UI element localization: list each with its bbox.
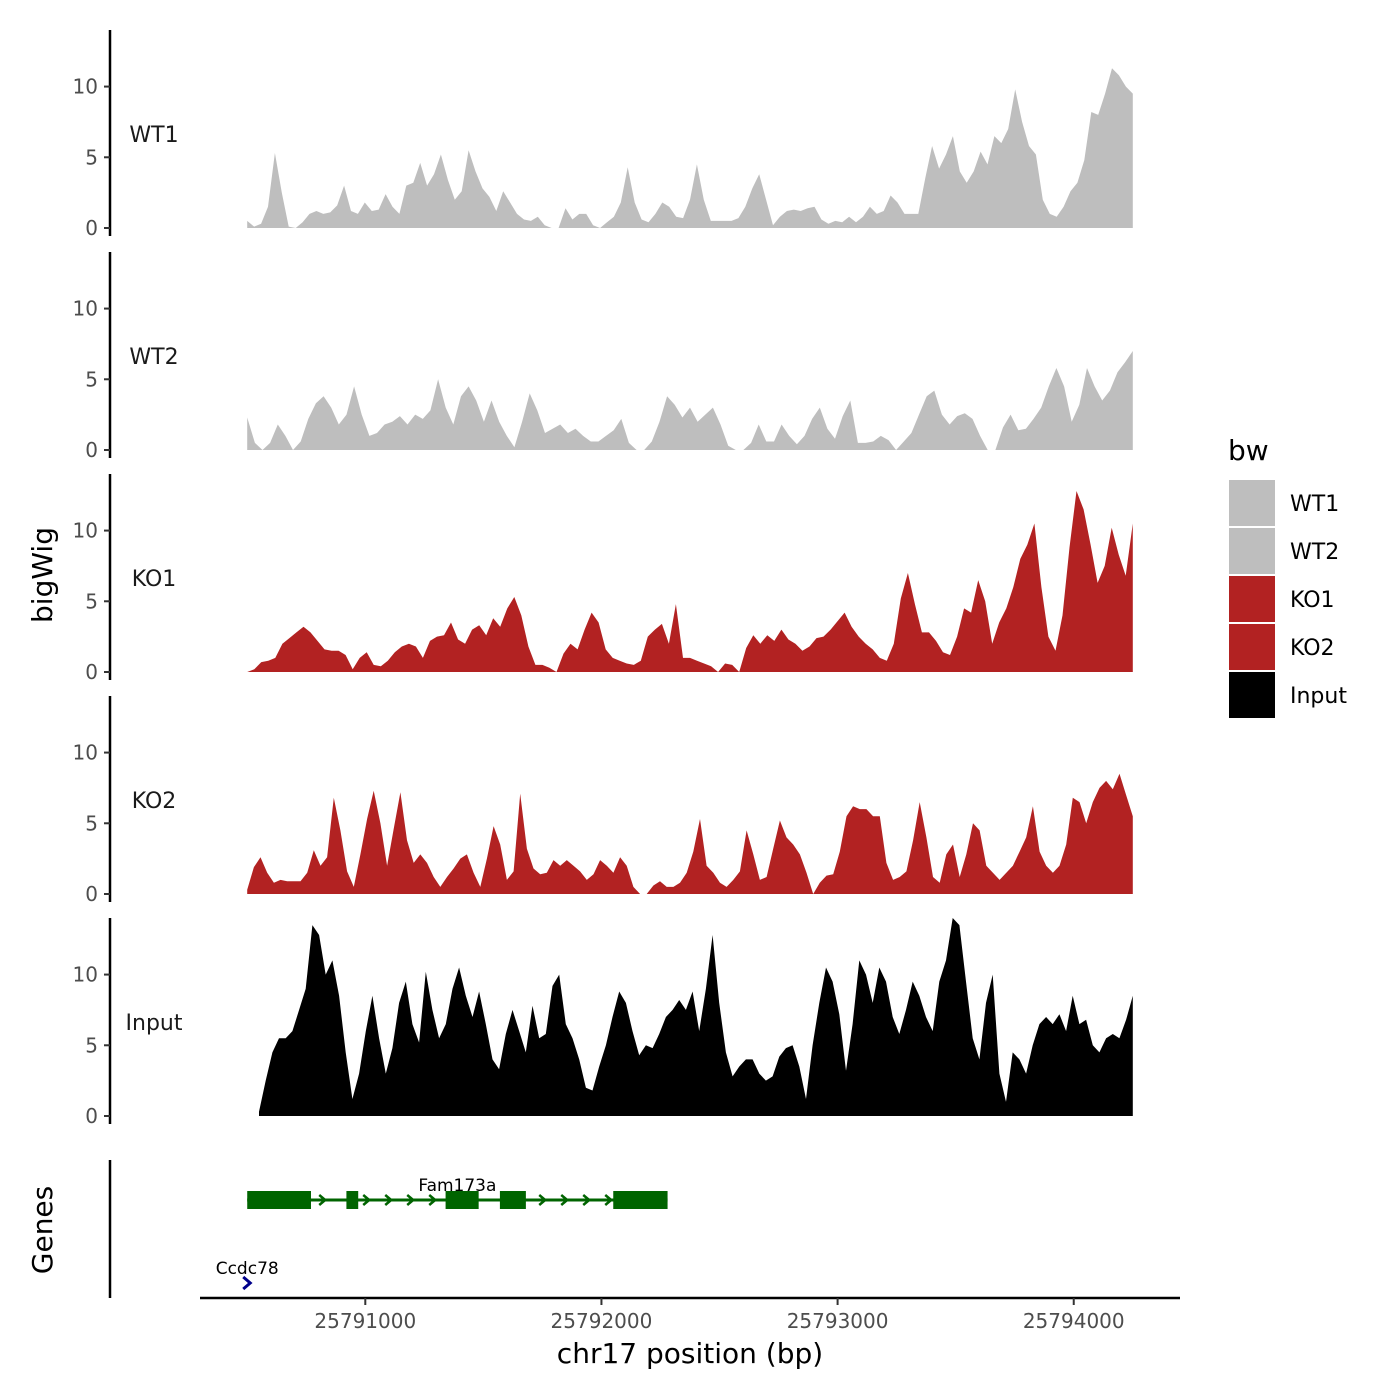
- legend-label-ko2: KO2: [1290, 636, 1335, 661]
- strand-arrow-icon: [538, 1194, 548, 1206]
- area-wt1: [247, 68, 1133, 228]
- y-tick-label: 5: [85, 145, 98, 169]
- x-tick-label: 25794000: [1023, 1309, 1125, 1333]
- legend-key-input: [1229, 672, 1275, 718]
- track-label-ko2: KO2: [132, 789, 177, 814]
- genes-axis-title: Genes: [26, 1186, 59, 1274]
- y-tick-label: 0: [85, 882, 98, 906]
- legend-label-wt1: WT1: [1290, 492, 1339, 517]
- exon: [499, 1191, 526, 1209]
- genes-panel: Fam173a Ccdc78: [108, 1160, 668, 1298]
- x-axis: 25791000 25792000 25793000 25794000: [200, 1296, 1180, 1333]
- exon: [445, 1191, 479, 1209]
- legend-key-ko1: [1229, 576, 1275, 622]
- y-axis-title: bigWig: [26, 527, 59, 623]
- track-label-ko1: KO1: [132, 567, 177, 592]
- y-tick-label: 0: [85, 660, 98, 684]
- y-tick-label: 10: [73, 741, 98, 765]
- y-tick-label: 10: [73, 963, 98, 987]
- gene-label-ccdc78: Ccdc78: [216, 1259, 279, 1279]
- y-tick-label: 5: [85, 1033, 98, 1057]
- x-tick-label: 25791000: [314, 1309, 416, 1333]
- area-ko1: [247, 491, 1133, 672]
- exon: [346, 1191, 359, 1209]
- legend-key-wt2: [1229, 528, 1275, 574]
- legend-label-wt2: WT2: [1290, 540, 1339, 565]
- track-label-input: Input: [126, 1011, 183, 1036]
- y-axes: WT1 0 5 10 WT2 0 5 10 KO1 0 5 10 KO2 0 5 10 Input 0 5 10: [73, 30, 183, 1128]
- x-tick-label: 25793000: [787, 1309, 889, 1333]
- gene-label-fam173a: Fam173a: [418, 1176, 496, 1196]
- y-tick-label: 5: [85, 811, 98, 835]
- y-tick-label: 0: [85, 438, 98, 462]
- strand-arrow-icon: [560, 1194, 570, 1206]
- track-label-wt2: WT2: [129, 345, 178, 370]
- strand-arrow-icon: [406, 1194, 416, 1206]
- y-tick-label: 0: [85, 216, 98, 240]
- legend-title: bw: [1228, 434, 1269, 467]
- exon: [613, 1191, 668, 1209]
- strand-arrow-icon: [428, 1194, 438, 1206]
- y-tick-label: 10: [73, 519, 98, 543]
- strand-arrow-icon: [362, 1194, 372, 1206]
- y-tick-label: 10: [73, 297, 98, 321]
- strand-arrow-icon: [384, 1194, 394, 1206]
- y-tick-label: 10: [73, 75, 98, 99]
- legend: WT1 WT2 KO1 KO2 Input: [1229, 480, 1347, 718]
- y-tick-label: 0: [85, 1104, 98, 1128]
- x-tick-label: 25792000: [551, 1309, 653, 1333]
- area-ko2: [247, 773, 1133, 894]
- exon: [247, 1191, 311, 1209]
- legend-key-ko2: [1229, 624, 1275, 670]
- y-tick-label: 5: [85, 367, 98, 391]
- track-label-wt1: WT1: [129, 123, 178, 148]
- y-tick-label: 5: [85, 589, 98, 613]
- legend-label-ko1: KO1: [1290, 588, 1335, 613]
- coverage-tracks: [247, 68, 1133, 1116]
- legend-label-input: Input: [1290, 684, 1347, 709]
- strand-arrow-icon: [604, 1194, 614, 1206]
- strand-arrow-icon: [242, 1275, 253, 1291]
- strand-arrow-icon: [582, 1194, 592, 1206]
- x-axis-title: chr17 position (bp): [557, 1337, 823, 1370]
- legend-key-wt1: [1229, 480, 1275, 526]
- area-input: [259, 918, 1133, 1116]
- strand-arrow-icon: [318, 1194, 328, 1206]
- area-wt2: [247, 351, 1133, 450]
